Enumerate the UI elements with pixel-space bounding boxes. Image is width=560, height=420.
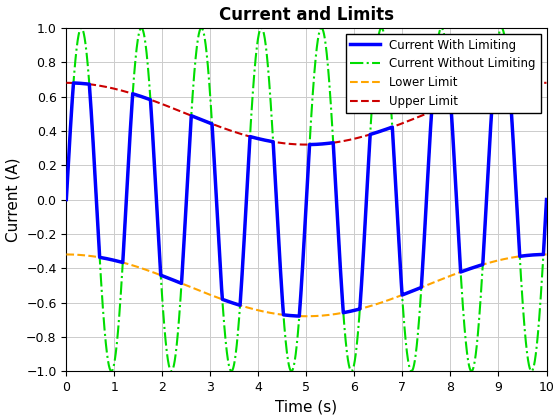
Current With Limiting (65, 158, 72, 163)
Lower Limit (543, 252, 550, 257)
Current With Limiting (63, 197, 69, 202)
Current Without Limiting (92, 174, 99, 179)
Current Without Limiting (157, 268, 164, 273)
Current With Limiting (70, 80, 77, 85)
Y-axis label: Current (A): Current (A) (6, 157, 21, 242)
Upper Limit (63, 80, 69, 85)
Current Without Limiting (518, 277, 525, 282)
X-axis label: Time (s): Time (s) (276, 399, 338, 415)
Current Without Limiting (288, 369, 295, 374)
Line: Lower Limit: Lower Limit (66, 255, 547, 316)
Current With Limiting (518, 254, 525, 259)
Current With Limiting (296, 314, 302, 319)
Line: Upper Limit: Upper Limit (66, 83, 547, 144)
Current With Limiting (83, 81, 90, 87)
Upper Limit (303, 142, 310, 147)
Current Without Limiting (543, 197, 550, 202)
Lower Limit (63, 252, 69, 257)
Upper Limit (543, 80, 550, 85)
Lower Limit (65, 252, 72, 257)
Line: Current Without Limiting: Current Without Limiting (66, 28, 547, 371)
Lower Limit (303, 314, 310, 319)
Lower Limit (157, 273, 164, 278)
Upper Limit (65, 80, 72, 85)
Current Without Limiting (318, 25, 325, 30)
Upper Limit (157, 101, 164, 106)
Upper Limit (92, 82, 99, 87)
Current Without Limiting (83, 47, 90, 52)
Current Without Limiting (298, 288, 305, 293)
Title: Current and Limits: Current and Limits (219, 5, 394, 24)
Current With Limiting (543, 197, 550, 202)
Upper Limit (83, 81, 90, 87)
Lower Limit (83, 253, 90, 258)
Current Without Limiting (63, 197, 69, 202)
Upper Limit (298, 142, 305, 147)
Current With Limiting (92, 175, 99, 180)
Lower Limit (92, 254, 99, 259)
Lower Limit (298, 314, 305, 319)
Current Without Limiting (65, 158, 72, 163)
Legend: Current With Limiting, Current Without Limiting, Lower Limit, Upper Limit: Current With Limiting, Current Without L… (346, 34, 540, 113)
Current With Limiting (157, 269, 164, 274)
Upper Limit (518, 82, 525, 87)
Current With Limiting (298, 287, 305, 292)
Line: Current With Limiting: Current With Limiting (66, 83, 547, 316)
Lower Limit (518, 254, 525, 259)
